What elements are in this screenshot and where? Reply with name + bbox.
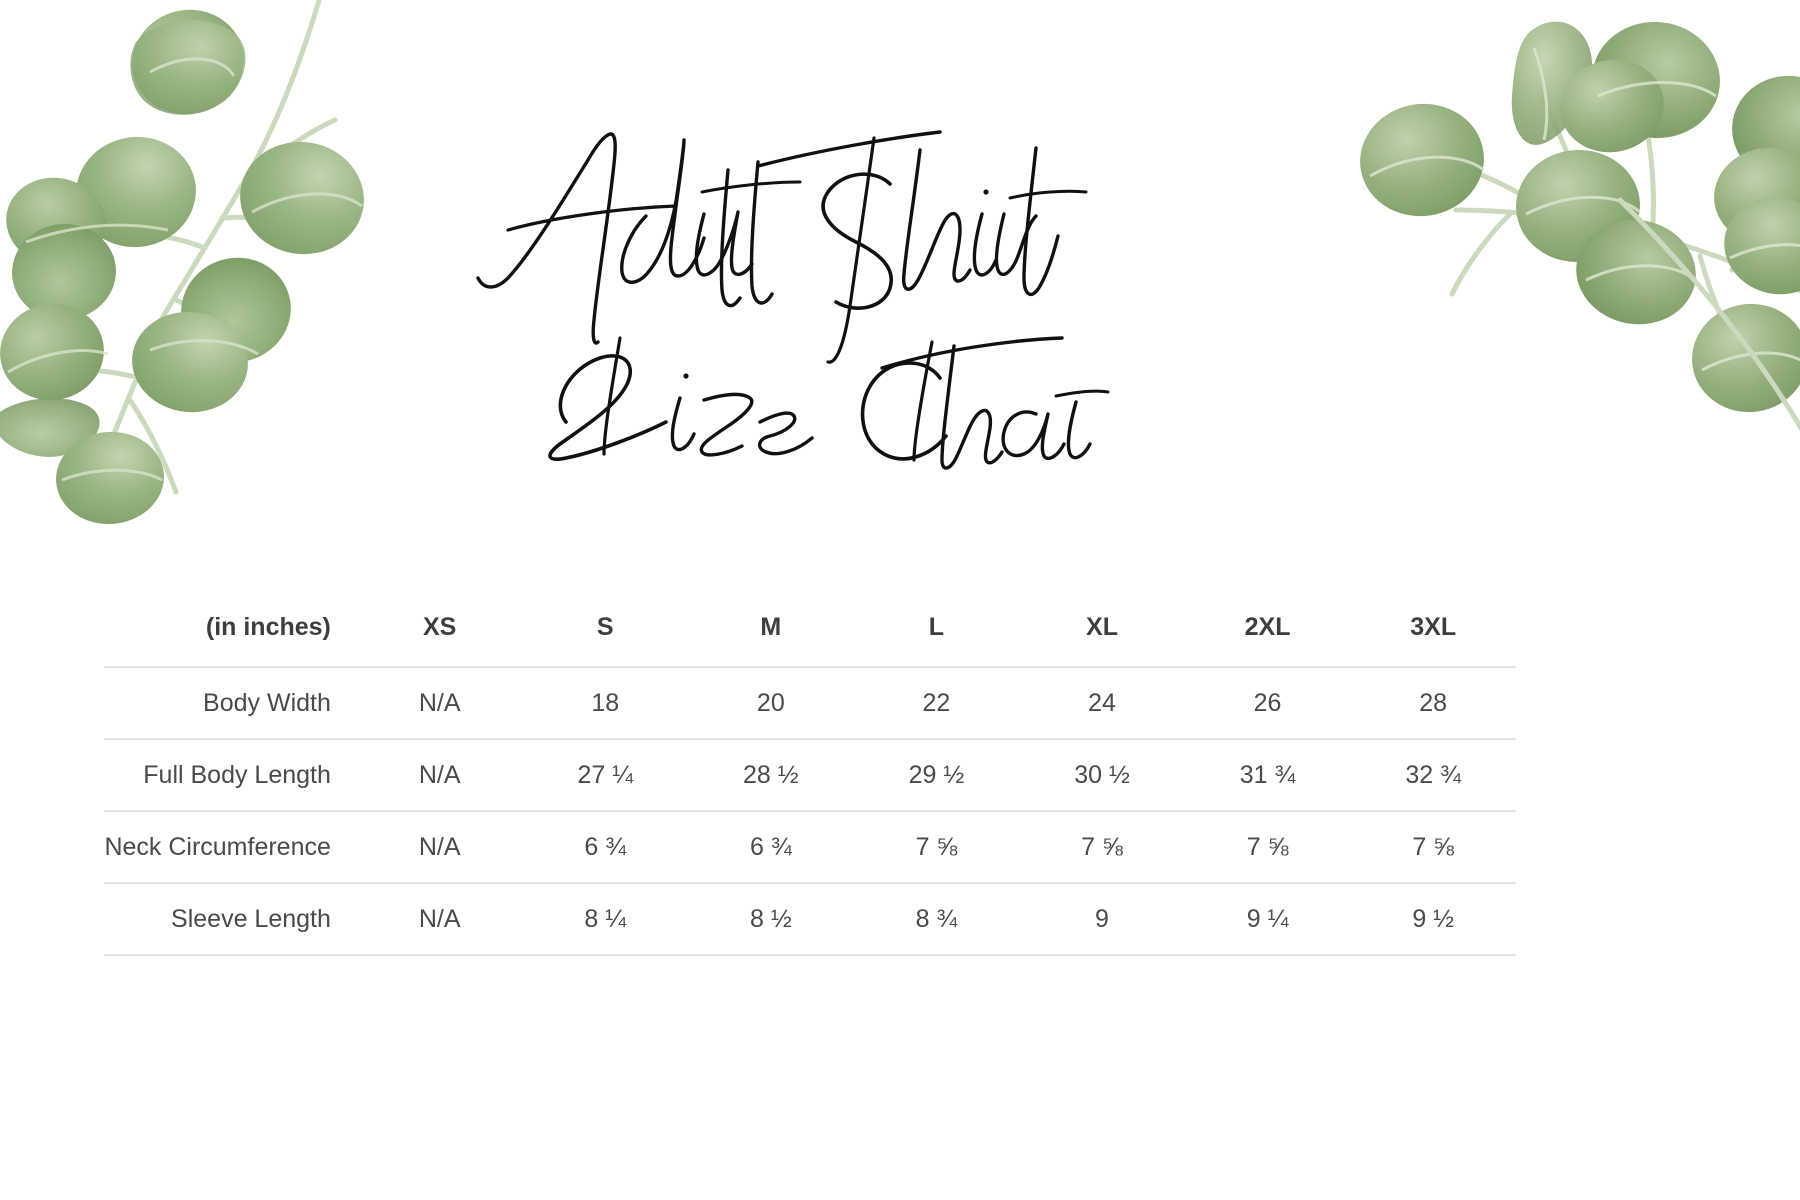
eucalyptus-branch-left — [0, 0, 460, 620]
cell-neck-circumference-m: 6 ¾ — [749, 832, 792, 861]
header-size-2xl: 2XL — [1244, 612, 1291, 641]
header-unit-label: (in inches) — [205, 612, 331, 641]
header-size-m: M — [760, 612, 782, 641]
stem-group — [1449, 89, 1800, 377]
cell-full-body-length-l: 29 ½ — [908, 760, 965, 789]
stem-group — [1617, 197, 1800, 432]
stem-group — [59, 0, 338, 495]
row-label-body-width: Body Width — [203, 688, 331, 717]
header-size-l: L — [928, 612, 945, 641]
cell-body-width-m: 20 — [756, 688, 785, 717]
cell-body-width-s: 18 — [591, 688, 620, 717]
cell-full-body-length-xs: N/A — [418, 760, 461, 789]
cell-full-body-length-3xl: 32 ¾ — [1405, 760, 1461, 789]
table-row: Neck Circumference N/A 6 ¾ 6 ¾ 7 ⅝ 7 ⅝ 7… — [104, 811, 1516, 883]
table-row: Full Body Length N/A 27 ¼ 28 ½ 29 ½ 30 ½… — [104, 739, 1516, 811]
cell-sleeve-length-s: 8 ¼ — [584, 904, 627, 933]
row-label-sleeve-length: Sleeve Length — [171, 904, 331, 933]
eucalyptus-branch-right-lower — [1540, 180, 1800, 500]
table-header: (in inches) XS S M L XL 2XL 3XL — [104, 596, 1516, 667]
header-row: (in inches) XS S M L XL 2XL 3XL — [104, 596, 1516, 667]
cell-body-width-xl: 24 — [1088, 688, 1116, 717]
cell-neck-circumference-3xl: 7 ⅝ — [1412, 832, 1455, 861]
cell-sleeve-length-l: 8 ¾ — [915, 904, 958, 933]
cell-sleeve-length-xs: N/A — [418, 904, 461, 933]
cell-full-body-length-s: 27 ¼ — [577, 760, 634, 789]
cell-body-width-xs: N/A — [418, 688, 461, 717]
header-size-3xl: 3XL — [1410, 612, 1457, 641]
row-label-full-body-length: Full Body Length — [143, 760, 331, 789]
cell-neck-circumference-l: 7 ⅝ — [915, 832, 958, 861]
leaf-group — [0, 9, 364, 525]
cell-sleeve-length-m: 8 ½ — [749, 904, 792, 933]
cell-neck-circumference-2xl: 7 ⅝ — [1246, 832, 1289, 861]
cell-neck-circumference-xl: 7 ⅝ — [1081, 832, 1123, 861]
page-title: Adult Shirt Size Chart — [470, 110, 1110, 470]
cell-body-width-2xl: 26 — [1253, 688, 1282, 717]
cell-sleeve-length-3xl: 9 ½ — [1412, 904, 1455, 933]
cell-body-width-l: 22 — [922, 688, 951, 717]
cell-neck-circumference-s: 6 ¾ — [584, 832, 627, 861]
table-body: Body Width N/A 18 20 22 24 26 28 Full Bo… — [104, 667, 1516, 955]
cell-sleeve-length-xl: 9 — [1095, 904, 1109, 933]
size-chart-container: (in inches) XS S M L XL 2XL 3XL Body Wid… — [104, 596, 1516, 956]
eucalyptus-right-lower-svg — [1617, 197, 1800, 432]
cell-full-body-length-xl: 30 ½ — [1074, 760, 1130, 789]
leaf-group — [1724, 197, 1800, 295]
cell-neck-circumference-xs: N/A — [418, 832, 461, 861]
header-size-xl: XL — [1086, 612, 1118, 641]
title-script-svg — [476, 130, 1110, 470]
leaf-group — [1360, 21, 1800, 413]
cell-sleeve-length-2xl: 9 ¼ — [1246, 904, 1289, 933]
size-chart-table: (in inches) XS S M L XL 2XL 3XL Body Wid… — [104, 596, 1516, 956]
cell-body-width-3xl: 28 — [1419, 688, 1448, 717]
cell-full-body-length-m: 28 ½ — [743, 760, 799, 789]
eucalyptus-left-svg — [0, 0, 364, 525]
eucalyptus-branch-right — [1260, 0, 1800, 470]
header-size-xs: XS — [423, 612, 457, 641]
eucalyptus-right-svg — [1360, 21, 1800, 413]
table-row: Body Width N/A 18 20 22 24 26 28 — [104, 667, 1516, 739]
table-row: Sleeve Length N/A 8 ¼ 8 ½ 8 ¾ 9 9 ¼ 9 ½ — [104, 883, 1516, 955]
header-size-s: S — [596, 612, 614, 641]
cell-full-body-length-2xl: 31 ¾ — [1239, 760, 1296, 789]
row-label-neck-circumference: Neck Circumference — [104, 832, 331, 861]
